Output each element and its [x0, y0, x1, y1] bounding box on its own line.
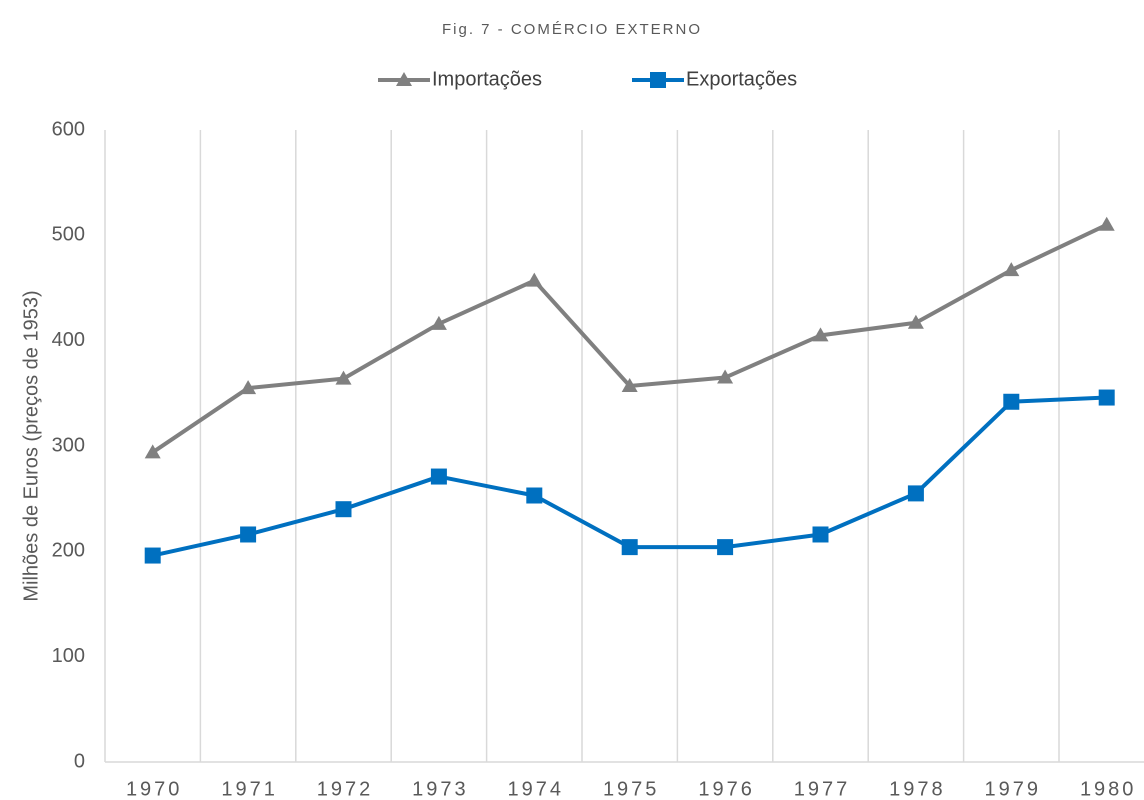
y-tick-label: 400	[52, 329, 85, 351]
data-point	[717, 539, 734, 556]
data-point	[1098, 389, 1115, 406]
data-point	[144, 444, 161, 459]
legend-marker	[650, 72, 666, 88]
y-tick-label: 300	[52, 434, 85, 456]
legend-marker	[396, 72, 412, 86]
data-point	[907, 485, 924, 502]
data-point	[1098, 216, 1115, 231]
y-tick-label: 200	[52, 540, 85, 562]
data-point	[1003, 262, 1020, 277]
y-tick-label: 600	[52, 118, 85, 140]
data-point	[144, 547, 161, 564]
data-point	[430, 468, 447, 485]
data-point	[335, 501, 352, 518]
data-point	[526, 487, 543, 504]
data-point	[907, 314, 924, 329]
x-tick-label: 1973	[412, 778, 469, 800]
x-tick-label: 1975	[603, 778, 660, 800]
data-point	[526, 272, 543, 287]
x-tick-label: 1972	[317, 778, 374, 800]
x-tick-label: 1971	[221, 778, 278, 800]
y-tick-label: 500	[52, 224, 85, 246]
data-point	[812, 526, 829, 543]
data-point	[240, 380, 257, 395]
x-tick-label: 1978	[889, 778, 946, 800]
x-tick-label: 1970	[126, 778, 183, 800]
x-tick-label: 1977	[794, 778, 851, 800]
data-point	[335, 370, 352, 385]
x-tick-label: 1976	[698, 778, 755, 800]
legend-label: Exportações	[686, 68, 797, 90]
x-tick-label: 1980	[1080, 778, 1137, 800]
x-tick-label: 1974	[508, 778, 565, 800]
data-point	[621, 377, 638, 392]
legend-label: Importações	[432, 68, 542, 90]
y-tick-label: 0	[74, 750, 85, 772]
data-point	[430, 315, 447, 330]
chart-title: Fig. 7 - COMÉRCIO EXTERNO	[442, 21, 702, 38]
data-point	[240, 526, 257, 543]
x-tick-label: 1979	[985, 778, 1042, 800]
data-point	[621, 539, 638, 556]
y-tick-label: 100	[52, 645, 85, 667]
data-point	[812, 327, 829, 342]
data-point	[717, 369, 734, 384]
y-axis-label: Milhões de Euros (preços de 1953)	[20, 290, 42, 601]
data-point	[1003, 393, 1020, 410]
